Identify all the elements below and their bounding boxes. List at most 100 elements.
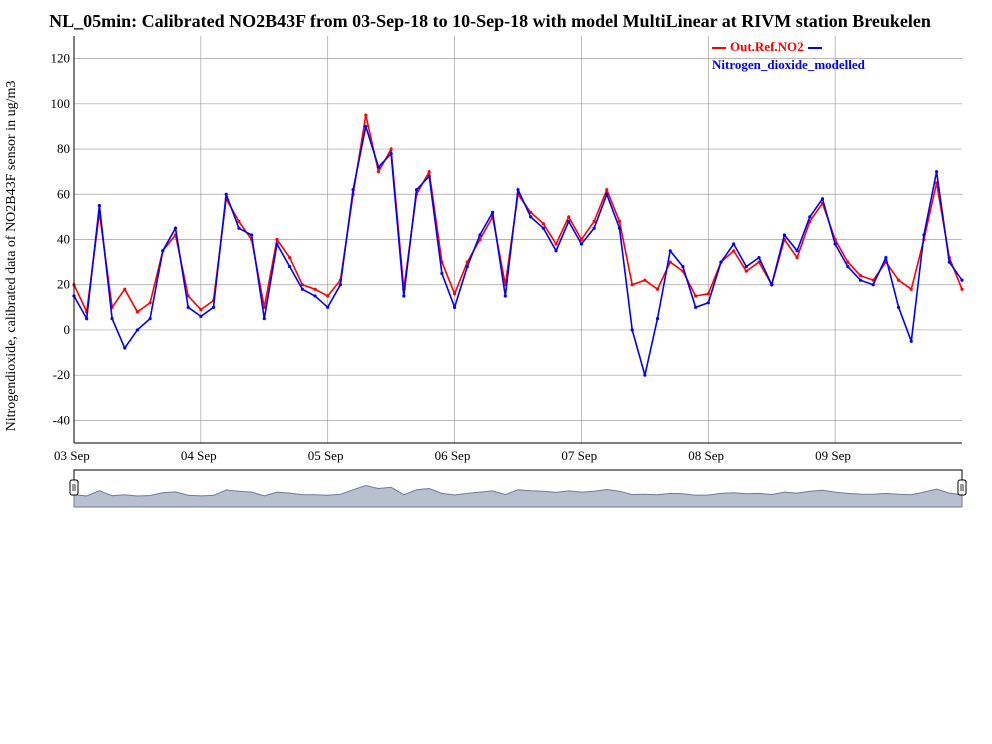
data-point [135,310,140,314]
y-tick-label: 80 [57,141,70,156]
x-tick-label: 04 Sep [181,448,217,463]
data-point [135,328,140,332]
data-point [694,294,698,298]
data-point [617,226,622,230]
data-point [148,317,152,321]
data-point [326,294,330,298]
data-point [579,237,584,242]
data-point [858,274,863,278]
data-point [313,287,317,291]
data-point [782,233,787,237]
y-tick-label: 40 [57,232,70,247]
data-point [605,192,609,196]
data-point [326,305,330,309]
data-point [452,305,457,309]
data-point [300,283,304,287]
data-point [643,373,647,377]
data-point [110,317,114,321]
data-point [427,170,431,174]
data-point [465,265,469,269]
y-tick-label: 0 [64,322,71,337]
data-point [757,260,761,264]
data-point [668,249,672,253]
data-point [199,307,203,312]
data-point [630,328,634,332]
data-point [376,170,381,174]
data-point [694,305,698,309]
data-point [909,287,913,291]
y-tick-label: 100 [51,96,71,111]
y-tick-label: -40 [53,412,70,427]
series-line [73,126,963,376]
data-point [414,188,419,192]
data-point [681,265,685,269]
legend-row-bottom: Nitrogen_dioxide_modelled [712,56,865,74]
data-point [896,278,901,282]
data-point [554,249,558,253]
data-point [732,249,736,253]
y-tick-label: 60 [57,186,70,201]
data-point [288,265,292,269]
data-point [960,287,964,291]
data-point [909,339,913,343]
data-point [262,317,266,321]
data-point [351,188,355,192]
data-point [186,294,190,298]
data-point [541,222,545,226]
data-point [858,278,863,282]
range-handle-left[interactable] [69,479,79,496]
chart-title: NL_05min: Calibrated NO2B43F from 03-Sep… [49,11,931,31]
data-point [300,287,304,291]
data-point [173,226,178,230]
series-layer [72,113,964,377]
handle-grip[interactable] [69,479,79,496]
y-tick-label: 20 [57,277,70,292]
x-tick-label: 07 Sep [561,448,597,463]
data-point [846,265,850,269]
data-point [567,215,571,219]
range-handle-right[interactable] [957,479,967,496]
data-point [123,287,127,291]
data-point [706,292,710,296]
legend-swatch-red [712,47,726,50]
data-point [960,278,964,282]
range-selector-miniplot [73,484,963,508]
data-point [567,219,571,224]
data-point [541,226,545,230]
legend-item-no2-modelled[interactable]: Nitrogen_dioxide_modelled [712,57,865,72]
legend-swatch-blue [807,47,822,50]
data-point [148,301,152,305]
data-point [237,226,241,230]
tick-labels: -40 -20 0 20 40 60 80 100 120 03 Sep 04 Sep 05 Sep 0… [51,51,851,463]
data-point [630,283,634,287]
data-point [820,197,825,201]
data-point [211,305,216,309]
data-point [846,260,850,264]
data-point [947,260,951,264]
range-selector[interactable] [69,469,967,508]
handle-grip[interactable] [957,479,967,496]
data-point [516,188,520,192]
y-tick-label: -20 [53,367,70,382]
data-point [338,283,342,287]
data-point [592,219,596,224]
data-point [592,226,596,230]
data-point [643,278,647,282]
data-point [376,165,381,169]
data-point [655,287,660,291]
series-out-ref-no2 [72,113,964,315]
legend-item-ref-no2[interactable]: Out.Ref.NO2 [730,39,804,54]
data-point [757,255,761,260]
data-point [199,314,203,318]
data-point [808,215,812,219]
data-point [744,265,748,269]
data-point [427,174,431,178]
legend-row-top: Out.Ref.NO2 [712,38,865,56]
data-point [389,151,393,156]
data-point [529,210,533,214]
data-point [605,188,609,192]
data-point [871,283,875,287]
data-point [452,292,457,296]
data-point [313,294,317,298]
